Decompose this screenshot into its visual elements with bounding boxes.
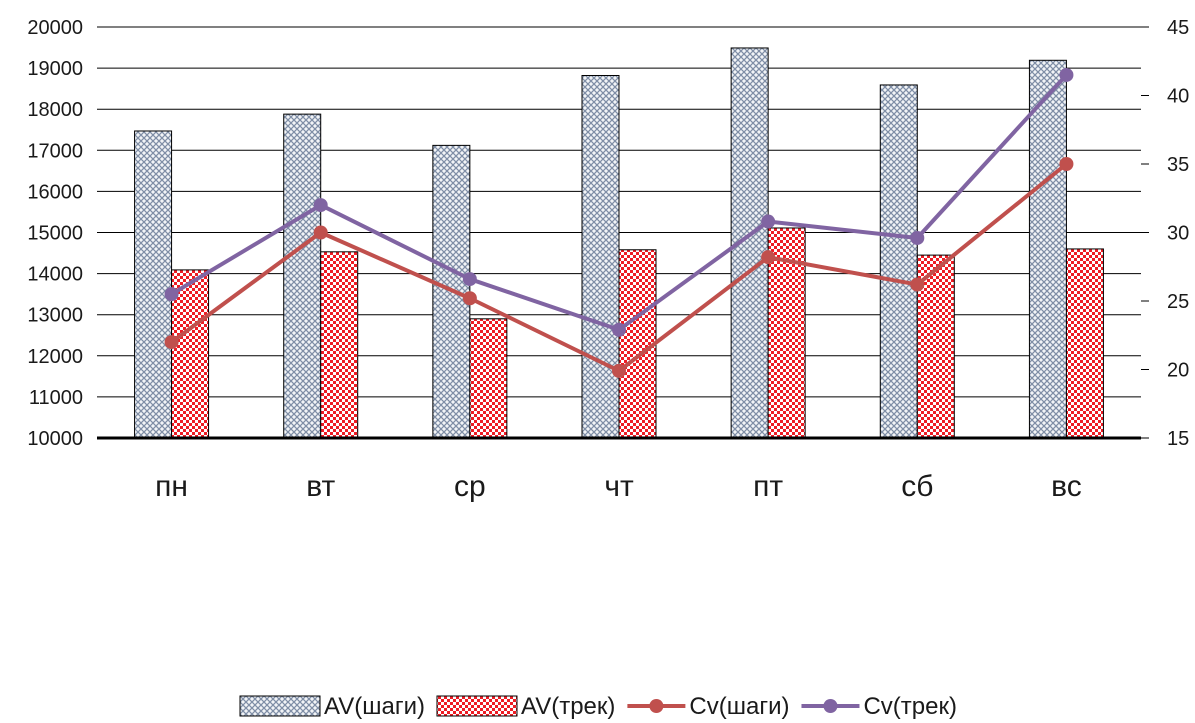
left-tick-label: 10000 — [27, 428, 83, 450]
line-point — [1059, 157, 1074, 171]
legend: AV(шаги) AV(трек) Cv(шаги) Cv(трек) — [239, 693, 957, 720]
legend-swatch — [436, 695, 518, 717]
line-point — [910, 277, 925, 292]
legend-item: Cv(шаги) — [627, 693, 789, 720]
category-label: вс — [1051, 470, 1082, 503]
line-point — [313, 198, 328, 213]
left-tick-label: 11000 — [29, 387, 83, 409]
legend-item: Cv(трек) — [801, 693, 957, 720]
category-label: сб — [901, 470, 933, 503]
lines — [164, 67, 1074, 378]
line-point — [313, 225, 328, 240]
legend-item: AV(шаги) — [239, 693, 425, 720]
bar-av-track — [469, 318, 508, 439]
category-label: вт — [306, 470, 335, 503]
line-point — [761, 214, 776, 229]
legend-swatch — [239, 695, 321, 717]
line-point — [761, 250, 776, 265]
bar-av-track — [1065, 248, 1104, 439]
bar-av-track — [320, 251, 359, 439]
line-point — [612, 322, 626, 337]
left-tick-label: 19000 — [27, 58, 83, 80]
left-tick-label: 14000 — [27, 264, 83, 286]
left-tick-label: 12000 — [27, 346, 83, 368]
right-tick-label: 15 — [1167, 428, 1189, 450]
line-point — [164, 335, 179, 350]
right-tick-label: 35 — [1167, 154, 1189, 176]
bar-av-steps — [581, 74, 620, 439]
bar-av-steps — [879, 84, 918, 439]
left-tick-label: 16000 — [27, 181, 83, 203]
line-point — [910, 230, 925, 245]
line-point — [462, 272, 477, 287]
legend-marker — [823, 699, 838, 713]
category-label: чт — [604, 470, 634, 503]
bar-av-track — [171, 269, 210, 439]
category-label: пн — [155, 470, 188, 503]
line-point — [164, 287, 179, 302]
left-tick-label: 17000 — [27, 140, 83, 162]
line-point — [1059, 67, 1074, 82]
line-point — [612, 363, 626, 378]
category-labels: пн вт ср чт пт сб вс — [155, 470, 1082, 503]
right-tick-label: 25 — [1167, 291, 1189, 313]
right-tick-label: 20 — [1167, 360, 1189, 382]
legend-label: AV(шаги) — [324, 693, 425, 720]
left-tick-label: 18000 — [27, 99, 83, 121]
left-axis-ticks: 10000 11000 12000 13000 14000 15000 16000 17000… — [27, 17, 83, 450]
legend-label: AV(трек) — [521, 693, 615, 720]
legend-label: Cv(шаги) — [689, 693, 789, 720]
right-tick-label: 30 — [1167, 223, 1189, 245]
bar-av-steps — [134, 130, 173, 439]
line-point — [462, 291, 477, 306]
bar-av-steps — [1028, 59, 1067, 439]
bar-av-steps — [283, 113, 322, 439]
category-label: пт — [753, 470, 783, 503]
category-label: ср — [454, 470, 486, 503]
right-axis-ticks: 15 20 25 30 35 40 45 — [1141, 17, 1189, 450]
bars — [134, 47, 1104, 439]
legend-marker — [649, 699, 664, 713]
right-tick-label: 45 — [1167, 17, 1189, 39]
right-tick-label: 40 — [1167, 86, 1189, 108]
left-tick-label: 15000 — [27, 223, 83, 245]
legend-item: AV(трек) — [436, 693, 615, 720]
legend-label: Cv(трек) — [863, 693, 957, 720]
bar-av-track — [618, 249, 657, 439]
left-tick-label: 20000 — [27, 17, 83, 39]
left-tick-label: 13000 — [27, 305, 83, 327]
